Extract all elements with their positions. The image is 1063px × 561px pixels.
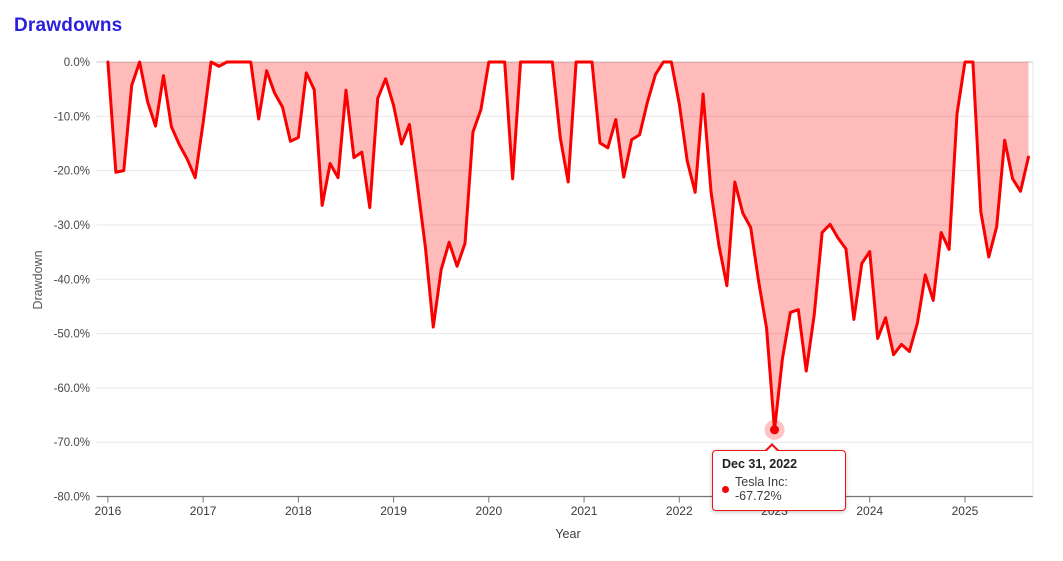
x-axis-title: Year — [555, 527, 581, 541]
y-tick-label: -40.0% — [54, 274, 90, 286]
y-axis-title: Drawdown — [31, 250, 45, 310]
x-tick-label: 2024 — [856, 504, 883, 518]
x-tick-label: 2025 — [952, 504, 979, 518]
x-tick-label: 2020 — [475, 504, 502, 518]
x-tick-label: 2022 — [666, 504, 693, 518]
drawdown-line — [106, 60, 1030, 432]
x-tick-label: 2017 — [190, 504, 217, 518]
x-tick-label: 2016 — [95, 504, 122, 518]
x-tick-label: 2018 — [285, 504, 312, 518]
y-tick-label: -30.0% — [54, 220, 90, 232]
y-tick-label: -70.0% — [54, 437, 90, 449]
y-tick-label: -20.0% — [54, 166, 90, 178]
page-title: Drawdowns — [14, 15, 123, 36]
y-tick-label: -10.0% — [54, 111, 90, 123]
x-tick-label: 2021 — [571, 504, 598, 518]
chart-tooltip: Dec 31, 2022 Tesla Inc: -67.72% — [712, 443, 846, 511]
tooltip-series-row: Tesla Inc: -67.72% — [722, 475, 836, 503]
y-tick-label: -80.0% — [54, 492, 90, 504]
y-tick-label: -60.0% — [54, 383, 90, 395]
y-tick-label: -50.0% — [54, 329, 90, 341]
y-tick-label: 0.0% — [64, 57, 90, 69]
series-bullet-icon — [722, 485, 729, 493]
drawdown-area — [107, 62, 1029, 430]
tooltip-series-value: Tesla Inc: -67.72% — [735, 475, 788, 503]
selected-point-marker[interactable] — [770, 425, 780, 435]
tooltip-date: Dec 31, 2022 — [722, 457, 798, 471]
x-tick-label: 2019 — [380, 504, 407, 518]
